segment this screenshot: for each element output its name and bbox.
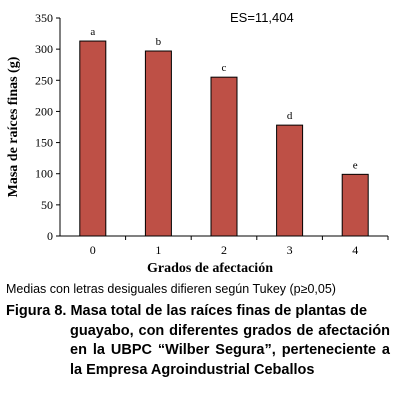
caption-first-line: Masa total de las raíces finas de planta… (70, 303, 368, 319)
x-tick-label: 0 (90, 243, 96, 257)
bar (276, 124, 304, 237)
y-tick-label: 100 (35, 167, 53, 181)
bar-significance-letter: c (222, 62, 227, 74)
bar (210, 76, 238, 237)
bar-significance-letter: b (156, 36, 162, 48)
bar-significance-letter: e (353, 159, 358, 171)
x-axis-label: Grados de afectación (147, 261, 273, 276)
y-axis-label: Masa de raíces finas (g) (6, 56, 21, 197)
y-tick-label: 200 (35, 104, 53, 118)
y-tick-label: 350 (35, 11, 53, 25)
bar-chart: ES=11,404 Masa de raíces finas (g) Grado… (6, 10, 389, 276)
y-tick-label: 300 (35, 42, 53, 56)
chart-annotation: ES=11,404 (230, 10, 294, 25)
x-tick-label: 2 (221, 243, 227, 257)
bar-significance-letter: a (90, 26, 95, 38)
y-tick-label: 50 (41, 198, 53, 212)
x-tick-label: 1 (155, 243, 161, 257)
bar (144, 50, 172, 237)
y-tick-label: 0 (47, 229, 53, 243)
x-tick-label: 3 (287, 243, 293, 257)
x-tick-label: 4 (352, 243, 358, 257)
y-tick-label: 150 (35, 136, 53, 150)
caption-rest: guayabo, con diferentes grados de afecta… (70, 322, 390, 378)
caption-label: Figura 8. (6, 303, 67, 319)
bar (79, 40, 107, 237)
figure-caption: Figura 8. Masa total de las raíces finas… (6, 302, 390, 380)
bar (341, 173, 369, 237)
bar-significance-letter: d (287, 110, 293, 122)
footnote: Medias con letras desiguales difieren se… (6, 282, 336, 296)
y-tick-label: 250 (35, 73, 53, 87)
